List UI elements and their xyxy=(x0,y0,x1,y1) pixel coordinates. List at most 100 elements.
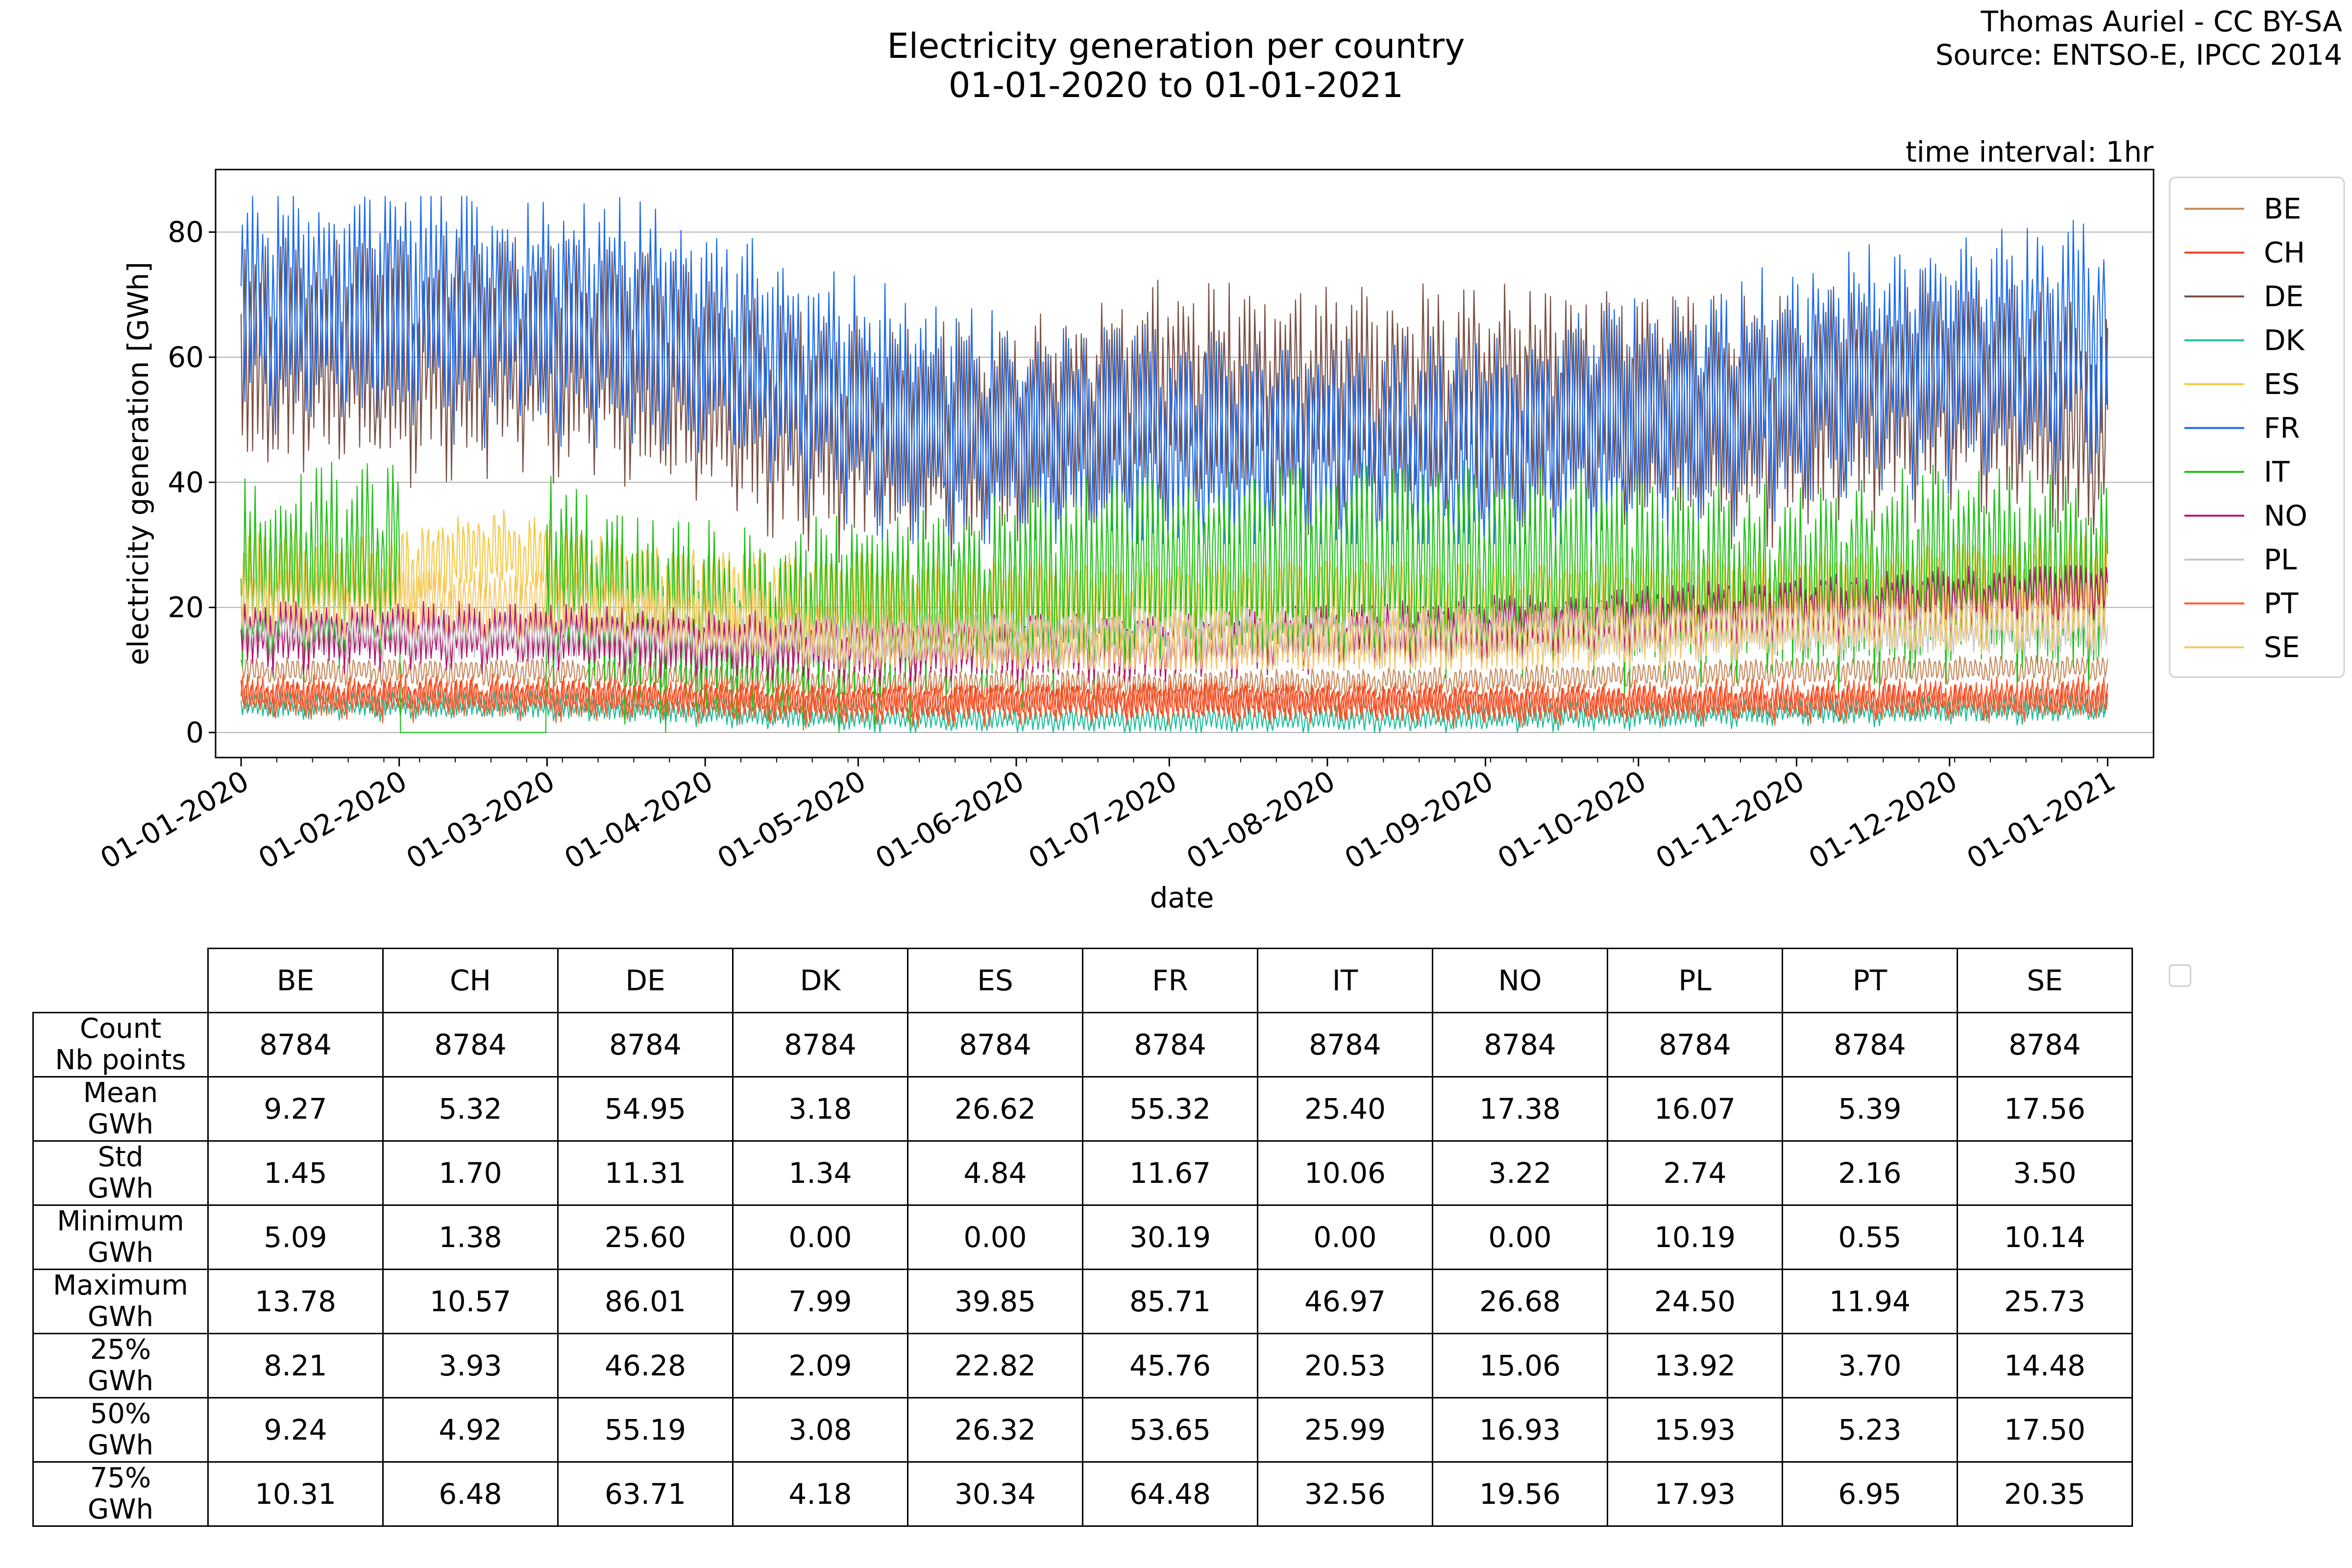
table-cell: 8.21 xyxy=(207,1333,384,1398)
table-legend-box xyxy=(2169,964,2191,987)
table-cell: 5.32 xyxy=(382,1076,559,1142)
x-tick-label: 01-10-2020 xyxy=(1492,764,1652,875)
series-line-pt xyxy=(240,673,2108,730)
table-cell: 46.97 xyxy=(1257,1269,1433,1334)
table-cell: 1.70 xyxy=(382,1140,559,1206)
table-cell: 8784 xyxy=(557,1012,734,1078)
table-row-label: Std GWh xyxy=(32,1140,209,1206)
row-label-line1: 25% xyxy=(90,1334,151,1366)
table-cell: 30.34 xyxy=(907,1461,1083,1527)
table-cell: 2.16 xyxy=(1782,1140,1958,1206)
table-cell: 8784 xyxy=(1082,1012,1258,1078)
series-line-dk xyxy=(240,690,2108,733)
legend-label-de: DE xyxy=(2264,280,2303,313)
table-cell: 10.19 xyxy=(1607,1204,1783,1270)
table-cell: 22.82 xyxy=(907,1333,1083,1398)
table-cell: 0.00 xyxy=(732,1204,908,1270)
y-axis-label: electricity generation [GWh] xyxy=(122,262,155,665)
table-cell: 64.48 xyxy=(1082,1461,1258,1527)
legend-label-it: IT xyxy=(2264,455,2290,489)
row-label-line1: Minimum xyxy=(57,1205,184,1237)
table-row: 50% GWh 9.24 4.92 55.19 3.08 26.32 53.65 25.99 16… xyxy=(32,1397,2133,1463)
row-label-line2: GWh xyxy=(87,1173,154,1204)
x-tick-label: 01-02-2020 xyxy=(253,764,413,875)
table-row: Std GWh 1.45 1.70 11.31 1.34 4.84 11.67 10.06 3.2… xyxy=(32,1140,2133,1206)
legend-label-be: BE xyxy=(2264,192,2301,225)
table-cell: 3.22 xyxy=(1432,1140,1608,1206)
table-cell: 20.35 xyxy=(1957,1461,2133,1527)
table-cell: 3.08 xyxy=(732,1397,908,1463)
legend-label-fr: FR xyxy=(2264,412,2300,445)
table-row-label: Minimum GWh xyxy=(32,1204,209,1270)
table-cell: 8784 xyxy=(1957,1012,2133,1078)
x-tick-label: 01-01-2020 xyxy=(95,764,254,875)
x-axis-ticks: 01-01-202001-02-202001-03-202001-04-2020… xyxy=(95,758,2121,876)
x-axis-label: date xyxy=(1150,881,1214,914)
table-cell: 24.50 xyxy=(1607,1269,1783,1334)
table-cell: 3.70 xyxy=(1782,1333,1958,1398)
table-cell: 17.50 xyxy=(1957,1397,2133,1463)
table-cell: 86.01 xyxy=(557,1269,734,1334)
x-tick-label: 01-04-2020 xyxy=(559,764,718,875)
table-cell: 25.60 xyxy=(557,1204,734,1270)
table-cell: 55.32 xyxy=(1082,1076,1258,1142)
legend: BE CH DE DK ES FR IT NO PL PT SE xyxy=(2169,176,2345,678)
table-cell: 3.18 xyxy=(732,1076,908,1142)
table-cell: 10.57 xyxy=(382,1269,559,1334)
table-cell: 25.40 xyxy=(1257,1076,1433,1142)
table-row: Maximum GWh 13.78 10.57 86.01 7.99 39.85 85.71 4… xyxy=(32,1269,2133,1334)
table-cell: 32.56 xyxy=(1257,1461,1433,1527)
table-cell: 15.93 xyxy=(1607,1397,1783,1463)
table-cell: 8784 xyxy=(1782,1012,1958,1078)
legend-frame xyxy=(2169,176,2345,678)
table-cell: 20.53 xyxy=(1257,1333,1433,1398)
table-cell: 10.31 xyxy=(207,1461,384,1527)
table-cell: 2.74 xyxy=(1607,1140,1783,1206)
table-cell: 8784 xyxy=(732,1012,908,1078)
table-cell: 63.71 xyxy=(557,1461,734,1527)
table-cell: 1.45 xyxy=(207,1140,384,1206)
table-column-header: ES xyxy=(907,948,1083,1013)
table-row: 25% GWh 8.21 3.93 46.28 2.09 22.82 45.76 20.53 15… xyxy=(32,1333,2133,1398)
table-row-label: 25% GWh xyxy=(32,1333,209,1398)
table-cell: 11.31 xyxy=(557,1140,734,1206)
table-cell: 7.99 xyxy=(732,1269,908,1334)
table-row-label: Count Nb points xyxy=(32,1012,209,1078)
series-line-ch xyxy=(240,679,2108,722)
table-cell: 4.92 xyxy=(382,1397,559,1463)
table-cell: 25.73 xyxy=(1957,1269,2133,1334)
table-cell: 17.93 xyxy=(1607,1461,1783,1527)
table-row-label: 75% GWh xyxy=(32,1461,209,1527)
x-tick-label: 01-05-2020 xyxy=(711,764,871,875)
table-cell: 0.00 xyxy=(1257,1204,1433,1270)
table-cell: 19.56 xyxy=(1432,1461,1608,1527)
table-cell: 26.68 xyxy=(1432,1269,1608,1334)
table-cell: 13.92 xyxy=(1607,1333,1783,1398)
table-cell: 46.28 xyxy=(557,1333,734,1398)
row-label-line2: GWh xyxy=(87,1494,154,1525)
table-column-header: FR xyxy=(1082,948,1258,1013)
table-cell: 55.19 xyxy=(557,1397,734,1463)
table-cell: 85.71 xyxy=(1082,1269,1258,1334)
table-column-header: CH xyxy=(382,948,559,1013)
chart-figure: Electricity generation per country 01-01… xyxy=(95,5,2345,914)
legend-label-pt: PT xyxy=(2264,587,2299,620)
table-cell: 5.09 xyxy=(207,1204,384,1270)
table-cell: 26.32 xyxy=(907,1397,1083,1463)
plot-frame xyxy=(215,169,2155,759)
table-cell: 8784 xyxy=(382,1012,559,1078)
table-cell: 16.07 xyxy=(1607,1076,1783,1142)
x-tick-label: 01-03-2020 xyxy=(401,764,561,875)
table-cell: 10.06 xyxy=(1257,1140,1433,1206)
row-label-line2: GWh xyxy=(87,1365,154,1397)
x-tick-label: 01-07-2020 xyxy=(1023,764,1182,875)
credit-line1: Thomas Auriel - CC BY-SA xyxy=(1981,5,2343,38)
table-column-header: NO xyxy=(1432,948,1608,1013)
table-header-row: BE CH DE DK ES FR IT NO PL PT SE xyxy=(33,948,2133,1013)
table-cell: 15.06 xyxy=(1432,1333,1608,1398)
table-cell: 0.55 xyxy=(1782,1204,1958,1270)
table-row: 75% GWh 10.31 6.48 63.71 4.18 30.34 64.48 32.56 1… xyxy=(32,1461,2133,1527)
row-label-line1: Maximum xyxy=(53,1270,188,1301)
table-cell: 0.00 xyxy=(1432,1204,1608,1270)
interval-note: time interval: 1hr xyxy=(1906,135,2154,169)
